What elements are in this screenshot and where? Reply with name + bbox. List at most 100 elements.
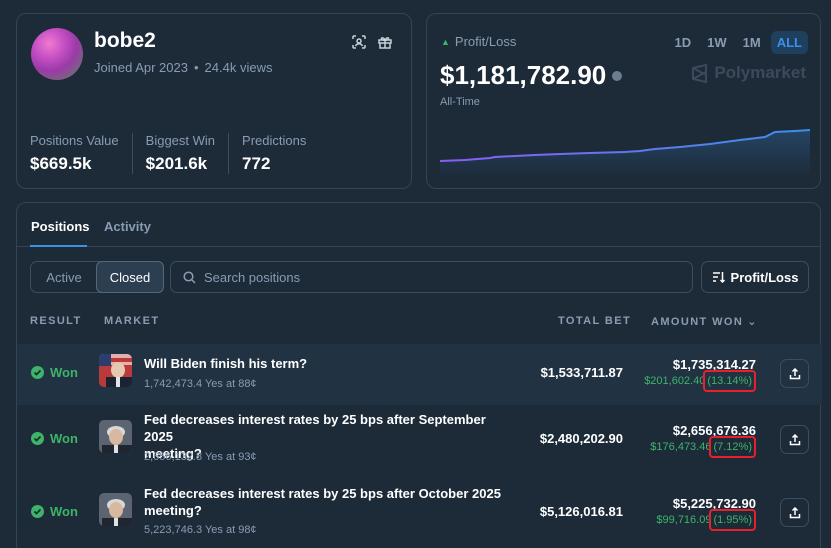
- result-label: Won: [50, 504, 78, 519]
- pnl-card: ▲ Profit/Loss 1D 1W 1M ALL $1,181,782.90 …: [426, 13, 821, 189]
- positions-tabs: Positions Activity: [17, 203, 820, 247]
- amount-won: $5,225,732.90: [672, 496, 756, 511]
- gain-amount: $201,602.40: [644, 375, 706, 387]
- market-subtitle: 2,656,132.8 Yes at 93¢: [144, 451, 257, 463]
- sort-label: Profit/Loss: [730, 269, 799, 285]
- gain-row: $99,716.09 (1.95%): [656, 509, 756, 531]
- stat-biggest-win: Biggest Win $201.6k: [131, 133, 228, 174]
- market-title[interactable]: Will Biden finish his term?: [144, 356, 308, 371]
- stat-label: Positions Value: [30, 133, 119, 148]
- search-icon: [183, 270, 196, 284]
- share-icon: [789, 506, 800, 518]
- market-thumbnail: [99, 354, 132, 387]
- status-filter: Active Closed: [30, 261, 164, 293]
- timeframe-all[interactable]: ALL: [770, 31, 808, 54]
- trend-up-icon: ▲: [441, 37, 450, 47]
- tab-positions[interactable]: Positions: [31, 219, 90, 234]
- polymarket-icon: [692, 63, 708, 83]
- column-header-total-bet[interactable]: TOTAL BET: [558, 315, 632, 327]
- avatar[interactable]: [31, 28, 83, 80]
- joined-date: Joined Apr 2023: [94, 60, 188, 75]
- market-subtitle: 1,742,473.4 Yes at 88¢: [144, 378, 257, 390]
- table-row[interactable]: Won Will Biden finish his term? 1,742,47…: [17, 344, 822, 405]
- result-label: Won: [50, 365, 78, 380]
- amount-won: $1,735,314.27: [672, 357, 756, 372]
- share-icon: [789, 367, 800, 379]
- column-header-amount-won[interactable]: AMOUNT WON ⌄: [651, 315, 758, 328]
- column-header-market: MARKET: [104, 315, 160, 327]
- table-row[interactable]: Won Fed decreases interest rates by 25 b…: [17, 479, 822, 548]
- stat-label: Biggest Win: [145, 133, 216, 148]
- result-label: Won: [50, 431, 78, 446]
- stat-positions-value: Positions Value $669.5k: [30, 133, 132, 174]
- polymarket-logo: Polymarket: [691, 63, 806, 83]
- table-row[interactable]: Won Fed decreases interest rates by 25 b…: [17, 405, 822, 479]
- tab-activity[interactable]: Activity: [104, 219, 151, 234]
- market-title[interactable]: Fed decreases interest rates by 25 bps a…: [144, 485, 514, 519]
- stat-value: $201.6k: [145, 154, 208, 173]
- pnl-chart-line: [440, 129, 810, 162]
- sort-button[interactable]: Profit/Loss: [701, 261, 809, 293]
- stat-value: 772: [242, 154, 271, 173]
- pnl-label-text: Profit/Loss: [454, 34, 517, 49]
- market-subtitle: 5,223,746.3 Yes at 98¢: [144, 524, 257, 536]
- market-thumbnail: [99, 493, 132, 526]
- username: bobe2: [94, 29, 156, 52]
- profile-meta: Joined Apr 2023 • 24.4k views: [94, 60, 273, 75]
- search-input[interactable]: [204, 269, 684, 285]
- share-button[interactable]: [780, 359, 809, 388]
- check-icon: [31, 366, 44, 379]
- pnl-label: ▲ Profit/Loss: [441, 34, 516, 49]
- positions-card: Positions Activity Active Closed Profit/…: [16, 202, 822, 548]
- gain-row: $201,602.40 (13.14%): [644, 370, 756, 392]
- gain-percent: (13.14%): [703, 370, 756, 392]
- total-bet: $5,126,016.81: [539, 504, 623, 519]
- total-bet: $1,533,711.87: [540, 365, 623, 380]
- market-thumbnail: [99, 420, 132, 453]
- pnl-amount: $1,181,782.90: [440, 60, 607, 90]
- filter-closed-button[interactable]: Closed: [96, 261, 164, 293]
- check-icon: [31, 432, 44, 445]
- pnl-period: All-Time: [440, 96, 480, 108]
- column-header-result: RESULT: [30, 315, 82, 327]
- gain-row: $176,473.46 (7.12%): [650, 436, 756, 458]
- gain-amount: $176,473.46: [650, 441, 712, 453]
- result-status: Won: [31, 365, 78, 380]
- share-icon: [789, 433, 800, 445]
- market-title[interactable]: Fed decreases interest rates by 25 bps a…: [144, 411, 514, 462]
- gift-icon[interactable]: [377, 34, 393, 50]
- timeframe-selector: 1D 1W 1M ALL: [669, 31, 808, 54]
- check-icon: [31, 505, 44, 518]
- result-status: Won: [31, 504, 78, 519]
- timeframe-1w[interactable]: 1W: [707, 35, 727, 50]
- market-title-line: Fed decreases interest rates by 25 bps a…: [144, 486, 501, 501]
- pnl-chart: [440, 129, 810, 177]
- pnl-chart-area: [440, 130, 810, 177]
- timeframe-1d[interactable]: 1D: [674, 35, 692, 50]
- market-title-line: Fed decreases interest rates by 25 bps a…: [144, 412, 486, 444]
- gain-percent: (1.95%): [709, 509, 756, 531]
- column-header-amount-won-label: AMOUNT WON: [651, 316, 744, 328]
- gain-percent: (7.12%): [709, 436, 756, 458]
- filter-active-button[interactable]: Active: [46, 269, 82, 285]
- scan-icon[interactable]: [351, 34, 367, 50]
- share-button[interactable]: [780, 498, 809, 527]
- view-count: 24.4k views: [204, 60, 273, 75]
- search-box: [170, 261, 693, 293]
- stat-predictions: Predictions 772: [228, 133, 319, 174]
- gain-amount: $99,716.09: [656, 514, 712, 526]
- share-button[interactable]: [780, 425, 809, 454]
- amount-won: $2,656,676.36: [672, 423, 756, 438]
- info-icon[interactable]: [612, 70, 623, 81]
- profile-card: bobe2 Joined Apr 2023 • 24.4k views Positi…: [16, 13, 412, 189]
- market-title-line: meeting?: [144, 446, 202, 461]
- timeframe-1m[interactable]: 1M: [742, 35, 761, 50]
- sort-icon: [712, 272, 725, 283]
- total-bet: $2,480,202.90: [539, 431, 623, 446]
- result-status: Won: [31, 431, 78, 446]
- stat-label: Predictions: [242, 133, 307, 148]
- brand-name: Polymarket: [714, 63, 806, 82]
- pnl-value: $1,181,782.90: [440, 60, 623, 91]
- profile-stats: Positions Value $669.5k Biggest Win $201…: [30, 133, 319, 174]
- chevron-down-icon: ⌄: [747, 316, 758, 328]
